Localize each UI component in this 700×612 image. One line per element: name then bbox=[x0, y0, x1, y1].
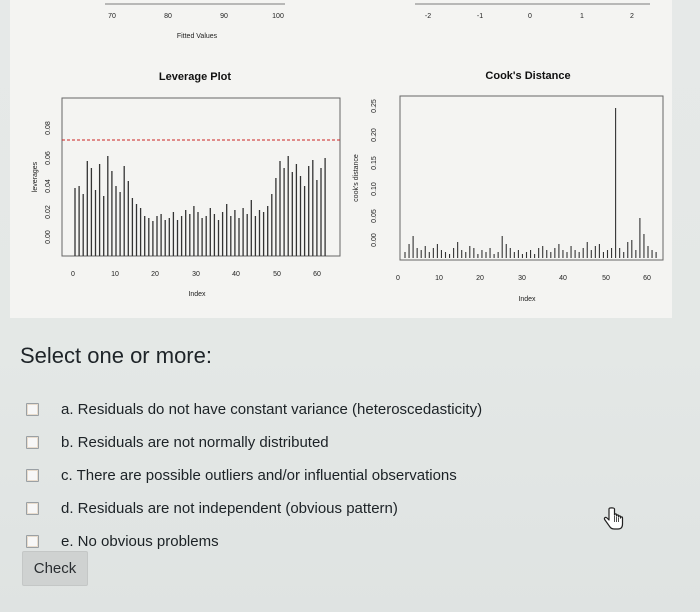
leverage-plot-frame bbox=[61, 97, 341, 257]
option-c[interactable]: c. There are possible outliers and/or in… bbox=[24, 459, 624, 492]
quantile-tick: -1 bbox=[477, 13, 483, 20]
option-a-checkbox[interactable] bbox=[26, 403, 39, 416]
cooks-y-ticks: 0.00 0.05 0.10 0.15 0.20 0.25 bbox=[371, 99, 378, 247]
leverage-y-tick: 0.00 bbox=[45, 230, 52, 244]
cooks-y-tick: 0.20 bbox=[371, 128, 378, 142]
leverage-x-tick: 50 bbox=[273, 271, 281, 278]
quantile-axis: -2 -1 0 1 2 bbox=[415, 3, 650, 20]
cooks-distance-plot: Cook's Distance cook's distance 0.00 0.0… bbox=[353, 70, 664, 303]
option-d[interactable]: d. Residuals are not independent (obviou… bbox=[24, 492, 624, 525]
cooks-xlabel: Index bbox=[518, 296, 536, 303]
quantile-tick: 2 bbox=[630, 13, 634, 20]
fitted-tick: 100 bbox=[272, 13, 284, 20]
cooks-x-tick: 60 bbox=[643, 275, 651, 282]
cooks-x-tick: 40 bbox=[559, 275, 567, 282]
option-b-label[interactable]: b. Residuals are not normally distribute… bbox=[61, 434, 329, 451]
cooks-bars bbox=[404, 108, 657, 258]
cooks-x-tick: 30 bbox=[518, 275, 526, 282]
option-e-checkbox[interactable] bbox=[26, 535, 39, 548]
fitted-tick: 70 bbox=[108, 13, 116, 20]
leverage-x-tick: 0 bbox=[71, 271, 75, 278]
leverage-x-tick: 60 bbox=[313, 271, 321, 278]
leverage-x-tick: 20 bbox=[151, 271, 159, 278]
hand-pointer-icon bbox=[603, 507, 624, 530]
leverage-y-tick: 0.08 bbox=[45, 121, 52, 135]
leverage-y-ticks: 0.00 0.02 0.04 0.06 0.08 bbox=[45, 121, 52, 244]
cooks-ylabel: cook's distance bbox=[353, 154, 360, 202]
cooks-y-tick: 0.00 bbox=[371, 233, 378, 247]
cooks-x-tick: 0 bbox=[396, 275, 400, 282]
leverage-ylabel: leverages bbox=[32, 161, 39, 192]
cooks-y-tick: 0.10 bbox=[371, 182, 378, 196]
cooks-y-tick: 0.15 bbox=[371, 156, 378, 170]
cooks-x-ticks: 0 10 20 30 40 50 60 bbox=[396, 275, 651, 282]
option-b-checkbox[interactable] bbox=[26, 436, 39, 449]
cooks-plot-title: Cook's Distance bbox=[485, 70, 570, 82]
option-a[interactable]: a. Residuals do not have constant varian… bbox=[24, 393, 624, 426]
option-d-checkbox[interactable] bbox=[26, 502, 39, 515]
fitted-tick: 90 bbox=[220, 13, 228, 20]
option-a-label[interactable]: a. Residuals do not have constant varian… bbox=[61, 401, 483, 418]
leverage-plot: Leverage Plot leverages 0.00 0.02 0.04 0… bbox=[32, 71, 341, 298]
fitted-tick: 80 bbox=[164, 13, 172, 20]
leverage-x-tick: 40 bbox=[232, 271, 240, 278]
option-e-label[interactable]: e. No obvious problems bbox=[61, 533, 219, 550]
cooks-y-tick: 0.05 bbox=[371, 209, 378, 223]
quantile-tick: 1 bbox=[580, 13, 584, 20]
quantile-tick: -2 bbox=[425, 13, 431, 20]
cooks-x-tick: 20 bbox=[476, 275, 484, 282]
fitted-values-label: Fitted Values bbox=[177, 33, 218, 40]
leverage-x-tick: 10 bbox=[111, 271, 119, 278]
leverage-bars bbox=[74, 156, 326, 256]
cooks-x-tick: 50 bbox=[602, 275, 610, 282]
diagnostic-plots-image: 70 80 90 100 Fitted Values -2 -1 0 1 2 L… bbox=[10, 0, 672, 318]
leverage-y-tick: 0.04 bbox=[45, 179, 52, 193]
cooks-x-tick: 10 bbox=[435, 275, 443, 282]
option-c-checkbox[interactable] bbox=[26, 469, 39, 482]
quantile-tick: 0 bbox=[528, 13, 532, 20]
leverage-y-tick: 0.06 bbox=[45, 151, 52, 165]
question-prompt: Select one or more: bbox=[20, 343, 212, 368]
check-button[interactable]: Check bbox=[22, 551, 88, 586]
leverage-xlabel: Index bbox=[188, 291, 206, 298]
option-e[interactable]: e. No obvious problems bbox=[24, 525, 624, 558]
leverage-y-tick: 0.02 bbox=[45, 205, 52, 219]
option-c-label[interactable]: c. There are possible outliers and/or in… bbox=[61, 467, 457, 484]
cooks-y-tick: 0.25 bbox=[371, 99, 378, 113]
answer-options: a. Residuals do not have constant varian… bbox=[24, 393, 624, 558]
fitted-values-axis: 70 80 90 100 Fitted Values bbox=[105, 3, 285, 40]
option-b[interactable]: b. Residuals are not normally distribute… bbox=[24, 426, 624, 459]
leverage-plot-title: Leverage Plot bbox=[159, 71, 231, 83]
leverage-x-tick: 30 bbox=[192, 271, 200, 278]
cooks-plot-frame bbox=[399, 95, 664, 261]
leverage-x-ticks: 0 10 20 30 40 50 60 bbox=[71, 271, 321, 278]
option-d-label[interactable]: d. Residuals are not independent (obviou… bbox=[61, 500, 398, 517]
